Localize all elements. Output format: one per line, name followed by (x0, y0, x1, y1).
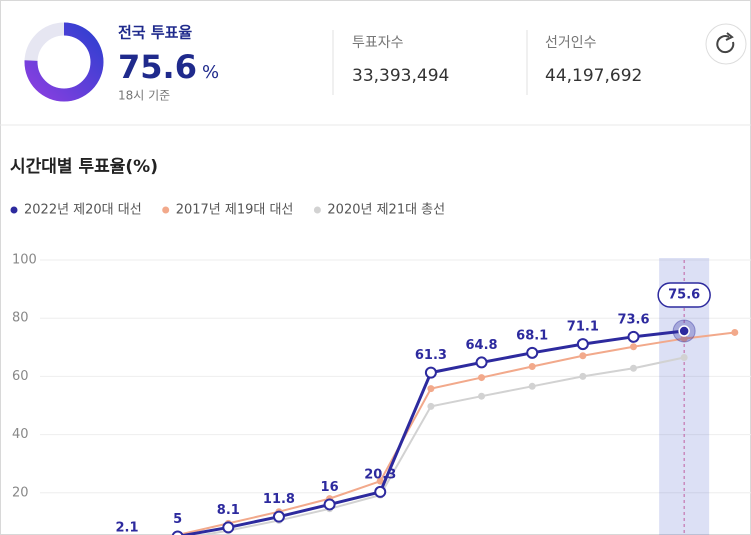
point (528, 363, 536, 371)
legend-label: 2017년 제19대 대선 (176, 203, 294, 218)
point (222, 521, 235, 534)
point (526, 346, 539, 359)
point (731, 328, 739, 336)
donut-progress (24, 22, 104, 102)
voters-label: 투표자수 (352, 35, 404, 51)
turnout-unit: % (202, 62, 219, 83)
turnout-value: 75.6 (118, 48, 197, 86)
turnout-title: 전국 투표율 (118, 24, 192, 42)
tooltip-value: 75.6 (668, 288, 700, 303)
data-label: 20.3 (364, 467, 396, 482)
point (680, 335, 688, 343)
data-label: 2.1 (115, 520, 138, 535)
series-line (197, 356, 685, 535)
point (678, 325, 690, 337)
data-label: 68.1 (516, 328, 548, 343)
basis-time: 18시 기준 (118, 89, 170, 103)
point (272, 510, 285, 523)
y-tick-label: 20 (12, 485, 29, 500)
refresh-button[interactable] (705, 23, 747, 65)
voters-value: 33,393,494 (352, 66, 449, 86)
series-line (177, 329, 685, 535)
point (376, 477, 384, 485)
y-tick-label: 100 (12, 253, 37, 268)
point (427, 385, 435, 393)
data-label: 16 (321, 480, 339, 495)
point (478, 374, 486, 382)
point (478, 392, 486, 400)
electorate-label: 선거인수 (545, 35, 597, 51)
point (579, 372, 587, 380)
tooltip-box (657, 282, 711, 308)
point (323, 498, 336, 511)
point (576, 338, 589, 351)
point (627, 330, 640, 343)
data-label: 8.1 (217, 503, 240, 518)
legend-dot (162, 206, 170, 214)
point (680, 353, 688, 361)
data-label: 5 (173, 512, 182, 527)
point (630, 343, 637, 351)
data-label: 64.8 (466, 338, 498, 353)
legend-label: 2022년 제20대 대선 (24, 203, 142, 218)
y-tick-label: 60 (12, 369, 29, 384)
data-label: 11.8 (263, 492, 295, 507)
point (630, 364, 637, 372)
point (427, 402, 435, 410)
point (528, 382, 536, 390)
y-tick-label: 40 (12, 427, 29, 442)
legend-label: 2020년 제21대 총선 (327, 203, 445, 218)
data-label: 61.3 (415, 348, 447, 363)
legend-dot (313, 206, 321, 214)
electorate-value: 44,197,692 (545, 66, 642, 86)
data-label: 71.1 (567, 320, 599, 335)
point (475, 356, 488, 369)
data-label: 73.6 (617, 312, 649, 327)
point (424, 366, 437, 379)
point (171, 530, 184, 535)
point (579, 352, 587, 360)
y-tick-label: 80 (12, 311, 29, 326)
legend-dot (10, 206, 18, 214)
point (374, 485, 387, 498)
chart-title: 시간대별 투표율(%) (10, 157, 158, 177)
